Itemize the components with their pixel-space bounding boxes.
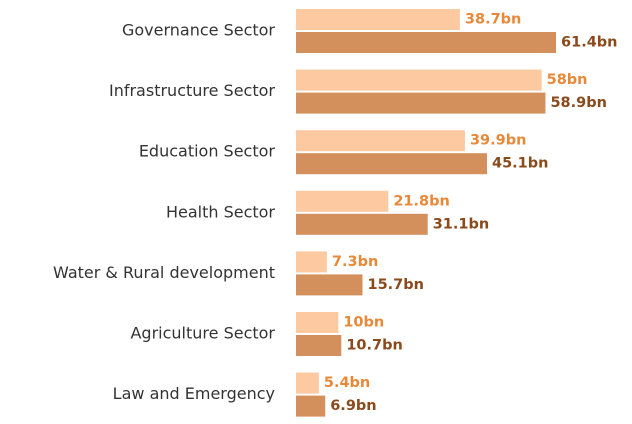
category-label: Education Sector [139,142,276,161]
bar [296,130,465,152]
value-label: 31.1bn [433,216,489,232]
bar [296,9,460,30]
value-label: 61.4bn [561,35,617,51]
category-label: Agriculture Sector [130,324,275,343]
bar [296,312,339,333]
value-label: 6.9bn [330,398,376,414]
bar [296,153,487,175]
category-label: Infrastructure Sector [109,81,275,100]
value-label: 39.9bn [470,133,526,149]
bar [296,395,326,417]
value-label: 21.8bn [393,193,449,209]
bar [296,372,319,394]
category-label: Governance Sector [122,21,275,40]
bar [296,274,363,296]
bar [296,69,542,91]
bar [296,335,342,356]
value-label: 10.7bn [346,338,402,354]
value-label: 38.7bn [465,12,521,28]
category-label: Health Sector [166,202,275,221]
value-label: 10bn [343,315,384,331]
bar [296,213,428,235]
bar [296,92,546,114]
category-label: Law and Emergency [113,384,275,403]
value-label: 5.4bn [324,375,370,391]
bar [296,32,557,53]
value-label: 58bn [547,72,588,88]
value-label: 58.9bn [550,95,606,111]
category-label: Water & Rural development [53,263,275,282]
value-label: 7.3bn [332,254,378,270]
bar [296,190,389,212]
value-label: 45.1bn [492,156,548,172]
value-label: 15.7bn [367,277,423,293]
bar [296,251,327,273]
